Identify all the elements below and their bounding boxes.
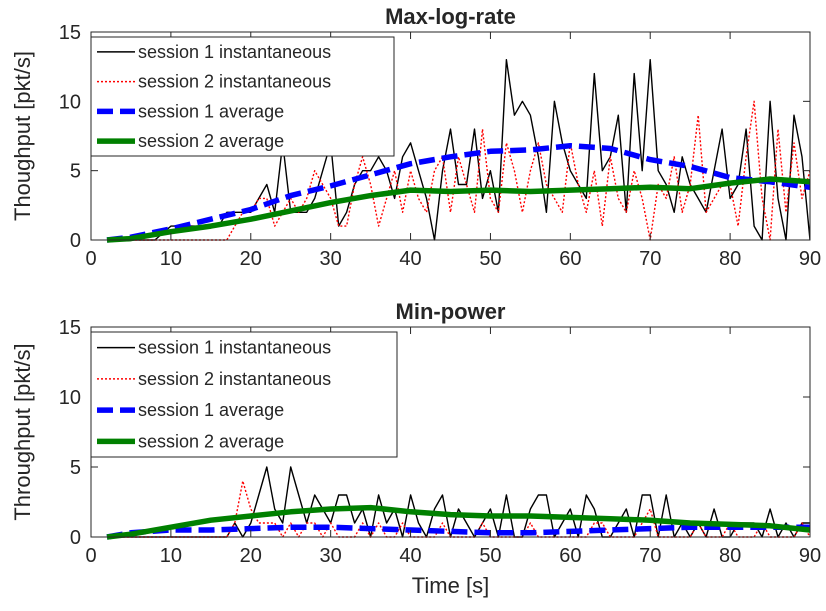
x-tick-label: 40 (399, 545, 421, 567)
x-tick-label: 80 (719, 248, 741, 270)
x-tick-label: 70 (639, 248, 661, 270)
x-tick-label: 20 (240, 545, 262, 567)
legend-box (90, 36, 395, 157)
series-group (106, 59, 810, 243)
series-group (106, 466, 810, 540)
series-line-3 (106, 142, 810, 243)
y-tick-label: 5 (70, 457, 81, 479)
legend-label-2: session 2 instantaneous (138, 369, 331, 389)
x-tick-label: 70 (639, 545, 661, 567)
x-tick-label: 50 (479, 248, 501, 270)
legend-box (90, 331, 398, 458)
legend-label-4: session 2 average (138, 131, 284, 151)
x-tick-label: 90 (799, 545, 821, 567)
legend-label-3: session 1 average (138, 101, 284, 121)
x-tick-label: 60 (559, 545, 581, 567)
y-axis-label: Throughput [pkt/s] (10, 343, 35, 520)
legend: session 1 instantaneous session 2 instant… (90, 36, 395, 157)
chart-panel-1: 0 10 20 30 40 50 60 70 80 90 0 5 10 15 Max-log-rate Tho… (10, 4, 821, 270)
y-axis-label: Thoughput [pkt/s] (10, 51, 35, 221)
series-line-3 (106, 524, 810, 540)
x-tick-label: 90 (799, 248, 821, 270)
series-line-1 (107, 59, 810, 241)
y-tick-label: 15 (59, 22, 81, 44)
legend-label-1: session 1 instantaneous (138, 42, 331, 62)
x-tick-label: 60 (559, 248, 581, 270)
x-axis-label: Time [s] (412, 573, 489, 598)
x-tick-label: 80 (719, 545, 741, 567)
legend-label-3: session 1 average (138, 400, 284, 420)
chart-panel-2: 0 10 20 30 40 50 60 70 80 90 0 5 10 15 Min-power Throug… (10, 299, 821, 598)
x-tick-label: 50 (479, 545, 501, 567)
chart-title: Max-log-rate (385, 4, 516, 29)
y-tick-label: 10 (59, 91, 81, 113)
y-tick-label: 5 (70, 161, 81, 183)
x-tick-label: 40 (399, 248, 421, 270)
chart-title: Min-power (396, 299, 506, 324)
x-tick-label: 30 (320, 248, 342, 270)
y-tick-label: 15 (59, 317, 81, 339)
legend-label-2: session 2 instantaneous (138, 72, 331, 92)
x-tick-label: 0 (85, 248, 96, 270)
x-tick-label: 10 (160, 248, 182, 270)
series-line-4 (106, 176, 810, 243)
y-tick-label: 10 (59, 387, 81, 409)
x-tick-label: 0 (85, 545, 96, 567)
legend-label-4: session 2 average (138, 431, 284, 451)
y-tick-label: 0 (70, 230, 81, 252)
x-tick-label: 10 (160, 545, 182, 567)
legend-label-1: session 1 instantaneous (138, 338, 331, 358)
x-tick-label: 20 (240, 248, 262, 270)
x-tick-label: 30 (320, 545, 342, 567)
legend: session 1 instantaneous session 2 instant… (90, 331, 398, 458)
series-line-4 (106, 504, 810, 540)
y-tick-label: 0 (70, 527, 81, 549)
